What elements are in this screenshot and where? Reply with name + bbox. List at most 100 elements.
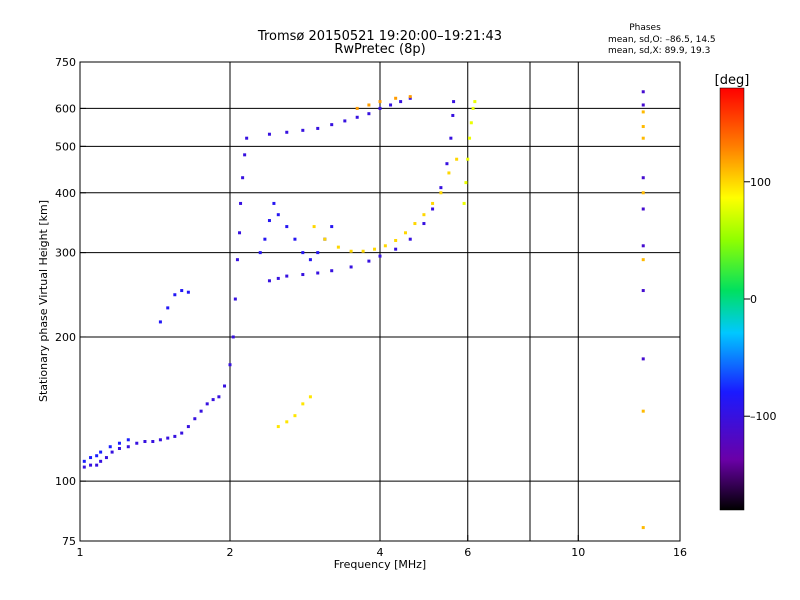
data-point (285, 225, 289, 229)
data-point (228, 363, 232, 367)
x-tick-label: 2 (227, 546, 234, 559)
data-point (408, 237, 412, 241)
data-point (99, 450, 103, 454)
data-point (117, 446, 121, 450)
data-point (180, 289, 184, 293)
data-point (455, 157, 459, 161)
data-point (641, 110, 645, 114)
data-point (378, 100, 382, 104)
data-point (108, 445, 112, 449)
data-point (158, 320, 162, 324)
data-point (408, 95, 412, 99)
data-point (323, 237, 327, 241)
data-point (267, 219, 271, 223)
data-point (641, 289, 645, 293)
data-point (233, 297, 237, 301)
data-point (641, 136, 645, 140)
data-point (89, 463, 93, 467)
y-axis-ticks: 75 100 200 300 400 500 600 750 (55, 56, 86, 548)
data-point (330, 269, 334, 273)
data-point (466, 157, 470, 161)
stats-line-o: mean, sd,O: –86.5, 14.5 (608, 35, 716, 45)
data-point (473, 100, 477, 104)
data-point (431, 201, 435, 205)
x-tick-label: 16 (673, 546, 687, 559)
data-point (355, 106, 359, 110)
data-point (641, 244, 645, 248)
data-point (211, 398, 215, 402)
data-point (408, 96, 412, 100)
data-point (104, 456, 108, 460)
data-point (276, 213, 280, 217)
data-point (394, 247, 398, 251)
x-axis-ticks: 1 2 4 6 10 16 (77, 535, 687, 559)
data-point (82, 459, 86, 463)
x-tick-label: 1 (77, 546, 84, 559)
data-point (316, 126, 320, 130)
data-point (285, 274, 289, 278)
data-point (99, 459, 103, 463)
data-point (316, 251, 320, 255)
data-points (82, 90, 645, 530)
data-point (241, 176, 245, 180)
data-point (367, 103, 371, 107)
y-tick-label: 200 (55, 331, 76, 344)
data-point (239, 201, 243, 205)
data-point (330, 225, 334, 229)
data-point (82, 465, 86, 469)
data-point (383, 244, 387, 248)
data-point (367, 259, 371, 263)
data-point (641, 125, 645, 129)
data-point (166, 436, 170, 440)
data-point (143, 440, 147, 444)
data-point (308, 258, 312, 262)
data-point (95, 463, 99, 467)
data-point (431, 207, 435, 211)
data-point (449, 136, 453, 140)
data-point (469, 121, 473, 125)
data-point (641, 409, 645, 413)
data-point (422, 222, 426, 226)
data-point (349, 249, 353, 253)
data-point (95, 454, 99, 458)
data-point (285, 420, 289, 424)
data-point (126, 438, 130, 442)
data-point (173, 293, 177, 297)
data-point (389, 103, 393, 107)
data-point (641, 90, 645, 94)
data-point (151, 440, 155, 444)
data-point (231, 335, 235, 339)
data-point (330, 123, 334, 127)
data-point (301, 128, 305, 132)
data-point (349, 265, 353, 269)
data-point (422, 213, 426, 217)
colorbar-ticks: 100 0 –100 (744, 176, 777, 423)
data-point (173, 434, 177, 438)
data-point (464, 181, 468, 185)
data-point (267, 132, 271, 136)
x-tick-label: 6 (464, 546, 471, 559)
data-point (186, 425, 190, 429)
data-point (439, 186, 443, 190)
data-point (439, 191, 443, 195)
data-point (468, 136, 472, 140)
data-point (166, 306, 170, 310)
y-tick-label: 600 (55, 102, 76, 115)
data-point (641, 526, 645, 530)
y-axis-label: Stationary phase Virtual Height [km] (37, 200, 50, 402)
data-point (272, 201, 276, 205)
data-point (355, 115, 359, 119)
data-point (308, 395, 312, 399)
data-point (413, 222, 417, 226)
y-tick-label: 400 (55, 187, 76, 200)
y-tick-label: 750 (55, 56, 76, 69)
data-point (301, 251, 305, 255)
data-point (276, 425, 280, 429)
data-point (394, 96, 398, 100)
data-point (373, 247, 377, 251)
stats-heading: Phases (629, 23, 661, 33)
data-point (158, 438, 162, 442)
data-point (193, 417, 197, 421)
data-point (89, 456, 93, 460)
